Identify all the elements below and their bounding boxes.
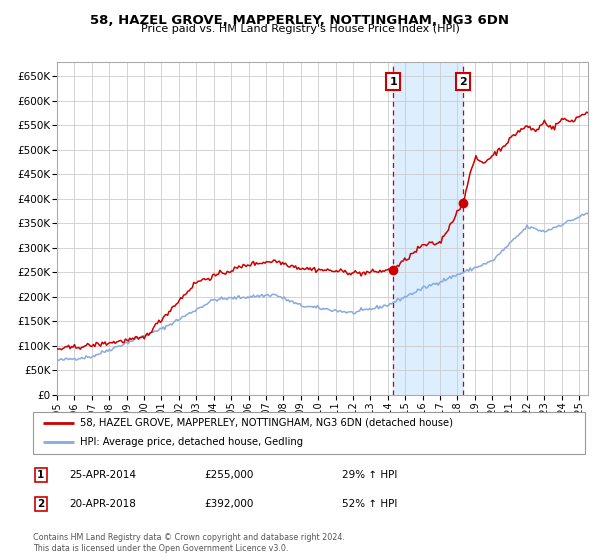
Text: 29% ↑ HPI: 29% ↑ HPI bbox=[342, 470, 397, 480]
Text: 2: 2 bbox=[37, 499, 44, 509]
Text: Price paid vs. HM Land Registry's House Price Index (HPI): Price paid vs. HM Land Registry's House … bbox=[140, 24, 460, 34]
Text: 52% ↑ HPI: 52% ↑ HPI bbox=[342, 499, 397, 509]
Text: £392,000: £392,000 bbox=[204, 499, 253, 509]
Text: Contains HM Land Registry data © Crown copyright and database right 2024.
This d: Contains HM Land Registry data © Crown c… bbox=[33, 533, 345, 553]
Text: 25-APR-2014: 25-APR-2014 bbox=[69, 470, 136, 480]
Text: HPI: Average price, detached house, Gedling: HPI: Average price, detached house, Gedl… bbox=[80, 437, 303, 447]
Text: £255,000: £255,000 bbox=[204, 470, 253, 480]
Text: 58, HAZEL GROVE, MAPPERLEY, NOTTINGHAM, NG3 6DN: 58, HAZEL GROVE, MAPPERLEY, NOTTINGHAM, … bbox=[91, 14, 509, 27]
Text: 1: 1 bbox=[37, 470, 44, 480]
Text: 20-APR-2018: 20-APR-2018 bbox=[69, 499, 136, 509]
Text: 1: 1 bbox=[389, 77, 397, 87]
Text: 2: 2 bbox=[459, 77, 467, 87]
Bar bbox=[394, 62, 463, 395]
Text: 58, HAZEL GROVE, MAPPERLEY, NOTTINGHAM, NG3 6DN (detached house): 58, HAZEL GROVE, MAPPERLEY, NOTTINGHAM, … bbox=[80, 418, 453, 428]
